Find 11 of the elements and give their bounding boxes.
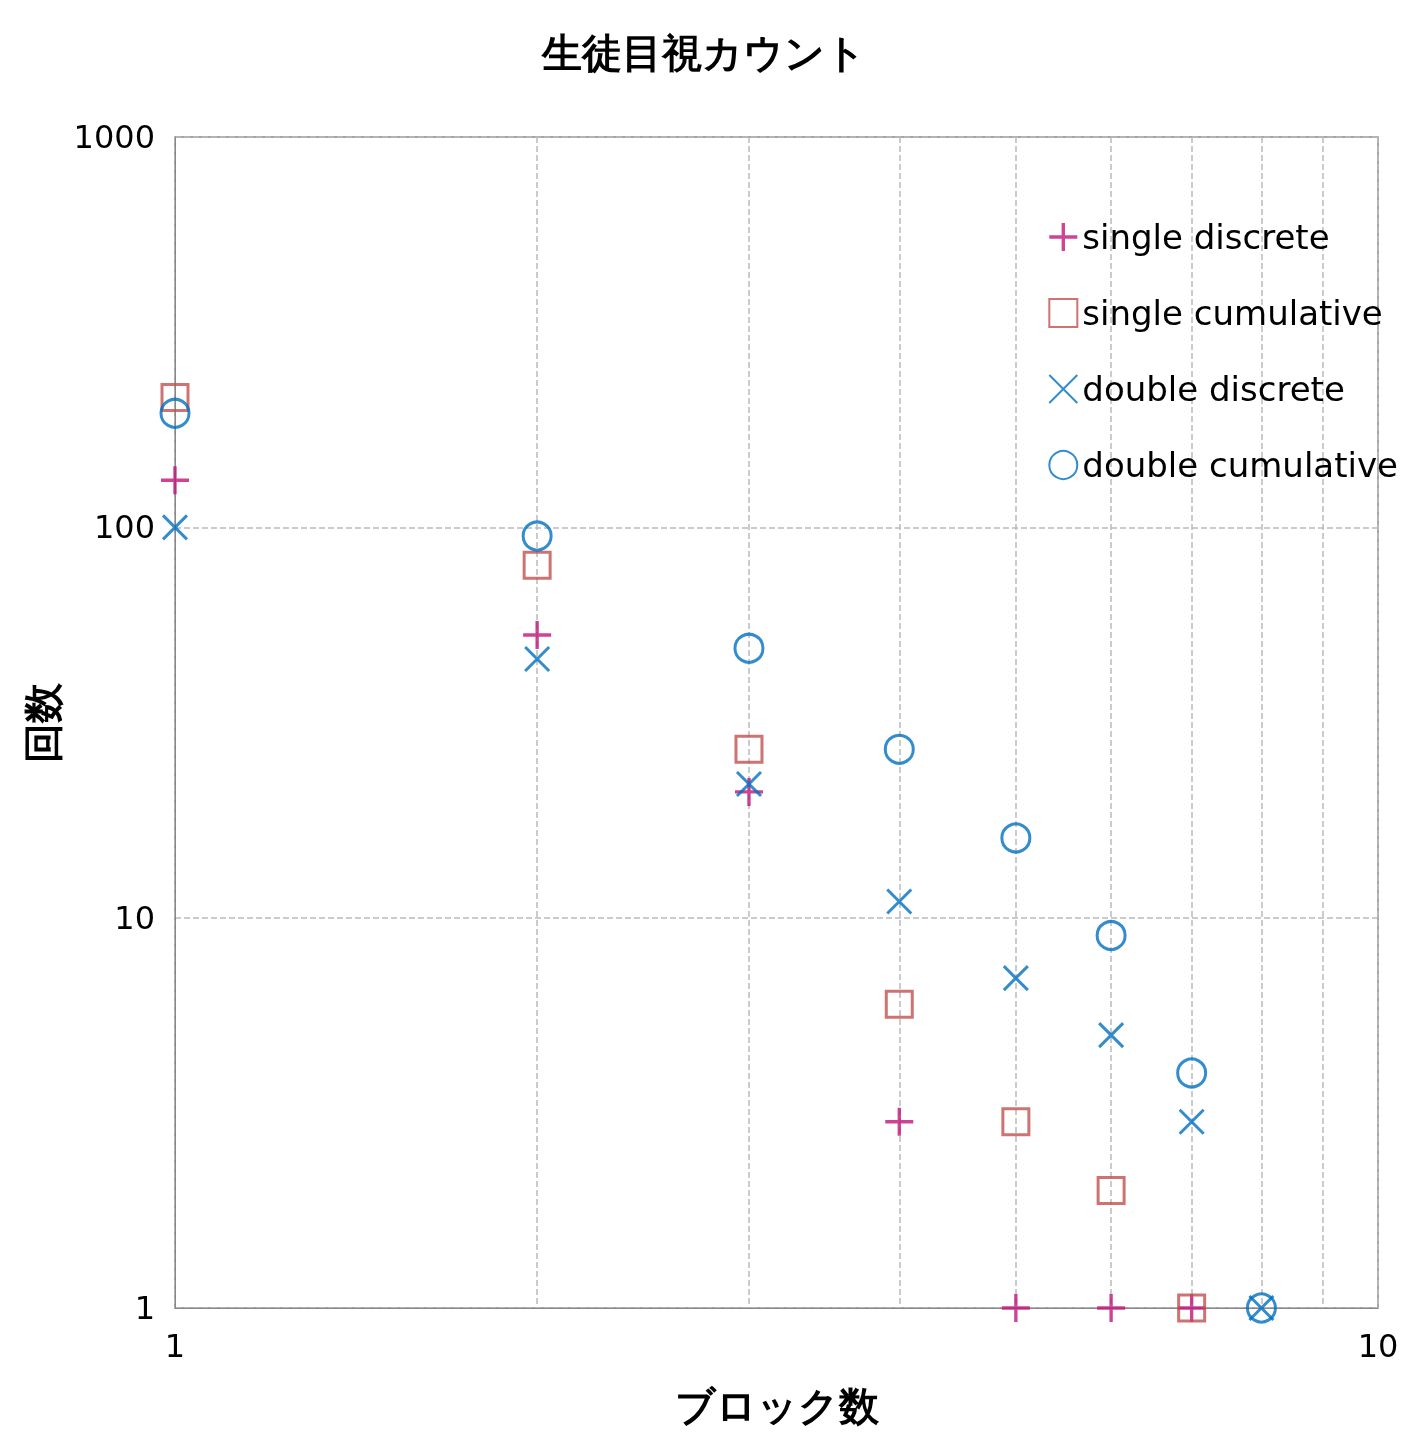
y-axis-title: 回数 <box>19 681 66 763</box>
legend-label: single discrete <box>1082 217 1330 257</box>
x-axis-title: ブロック数 <box>674 1383 880 1429</box>
y-tick-label: 10 <box>114 898 155 937</box>
legend-label: single cumulative <box>1082 293 1383 333</box>
legend-label: double cumulative <box>1082 445 1399 485</box>
chart-title: 生徒目視カウント <box>540 30 866 76</box>
y-tick-label: 1 <box>134 1289 155 1327</box>
legend-label: double discrete <box>1082 369 1345 409</box>
y-tick-label: 1000 <box>73 118 155 156</box>
y-tick-label: 100 <box>93 508 155 547</box>
